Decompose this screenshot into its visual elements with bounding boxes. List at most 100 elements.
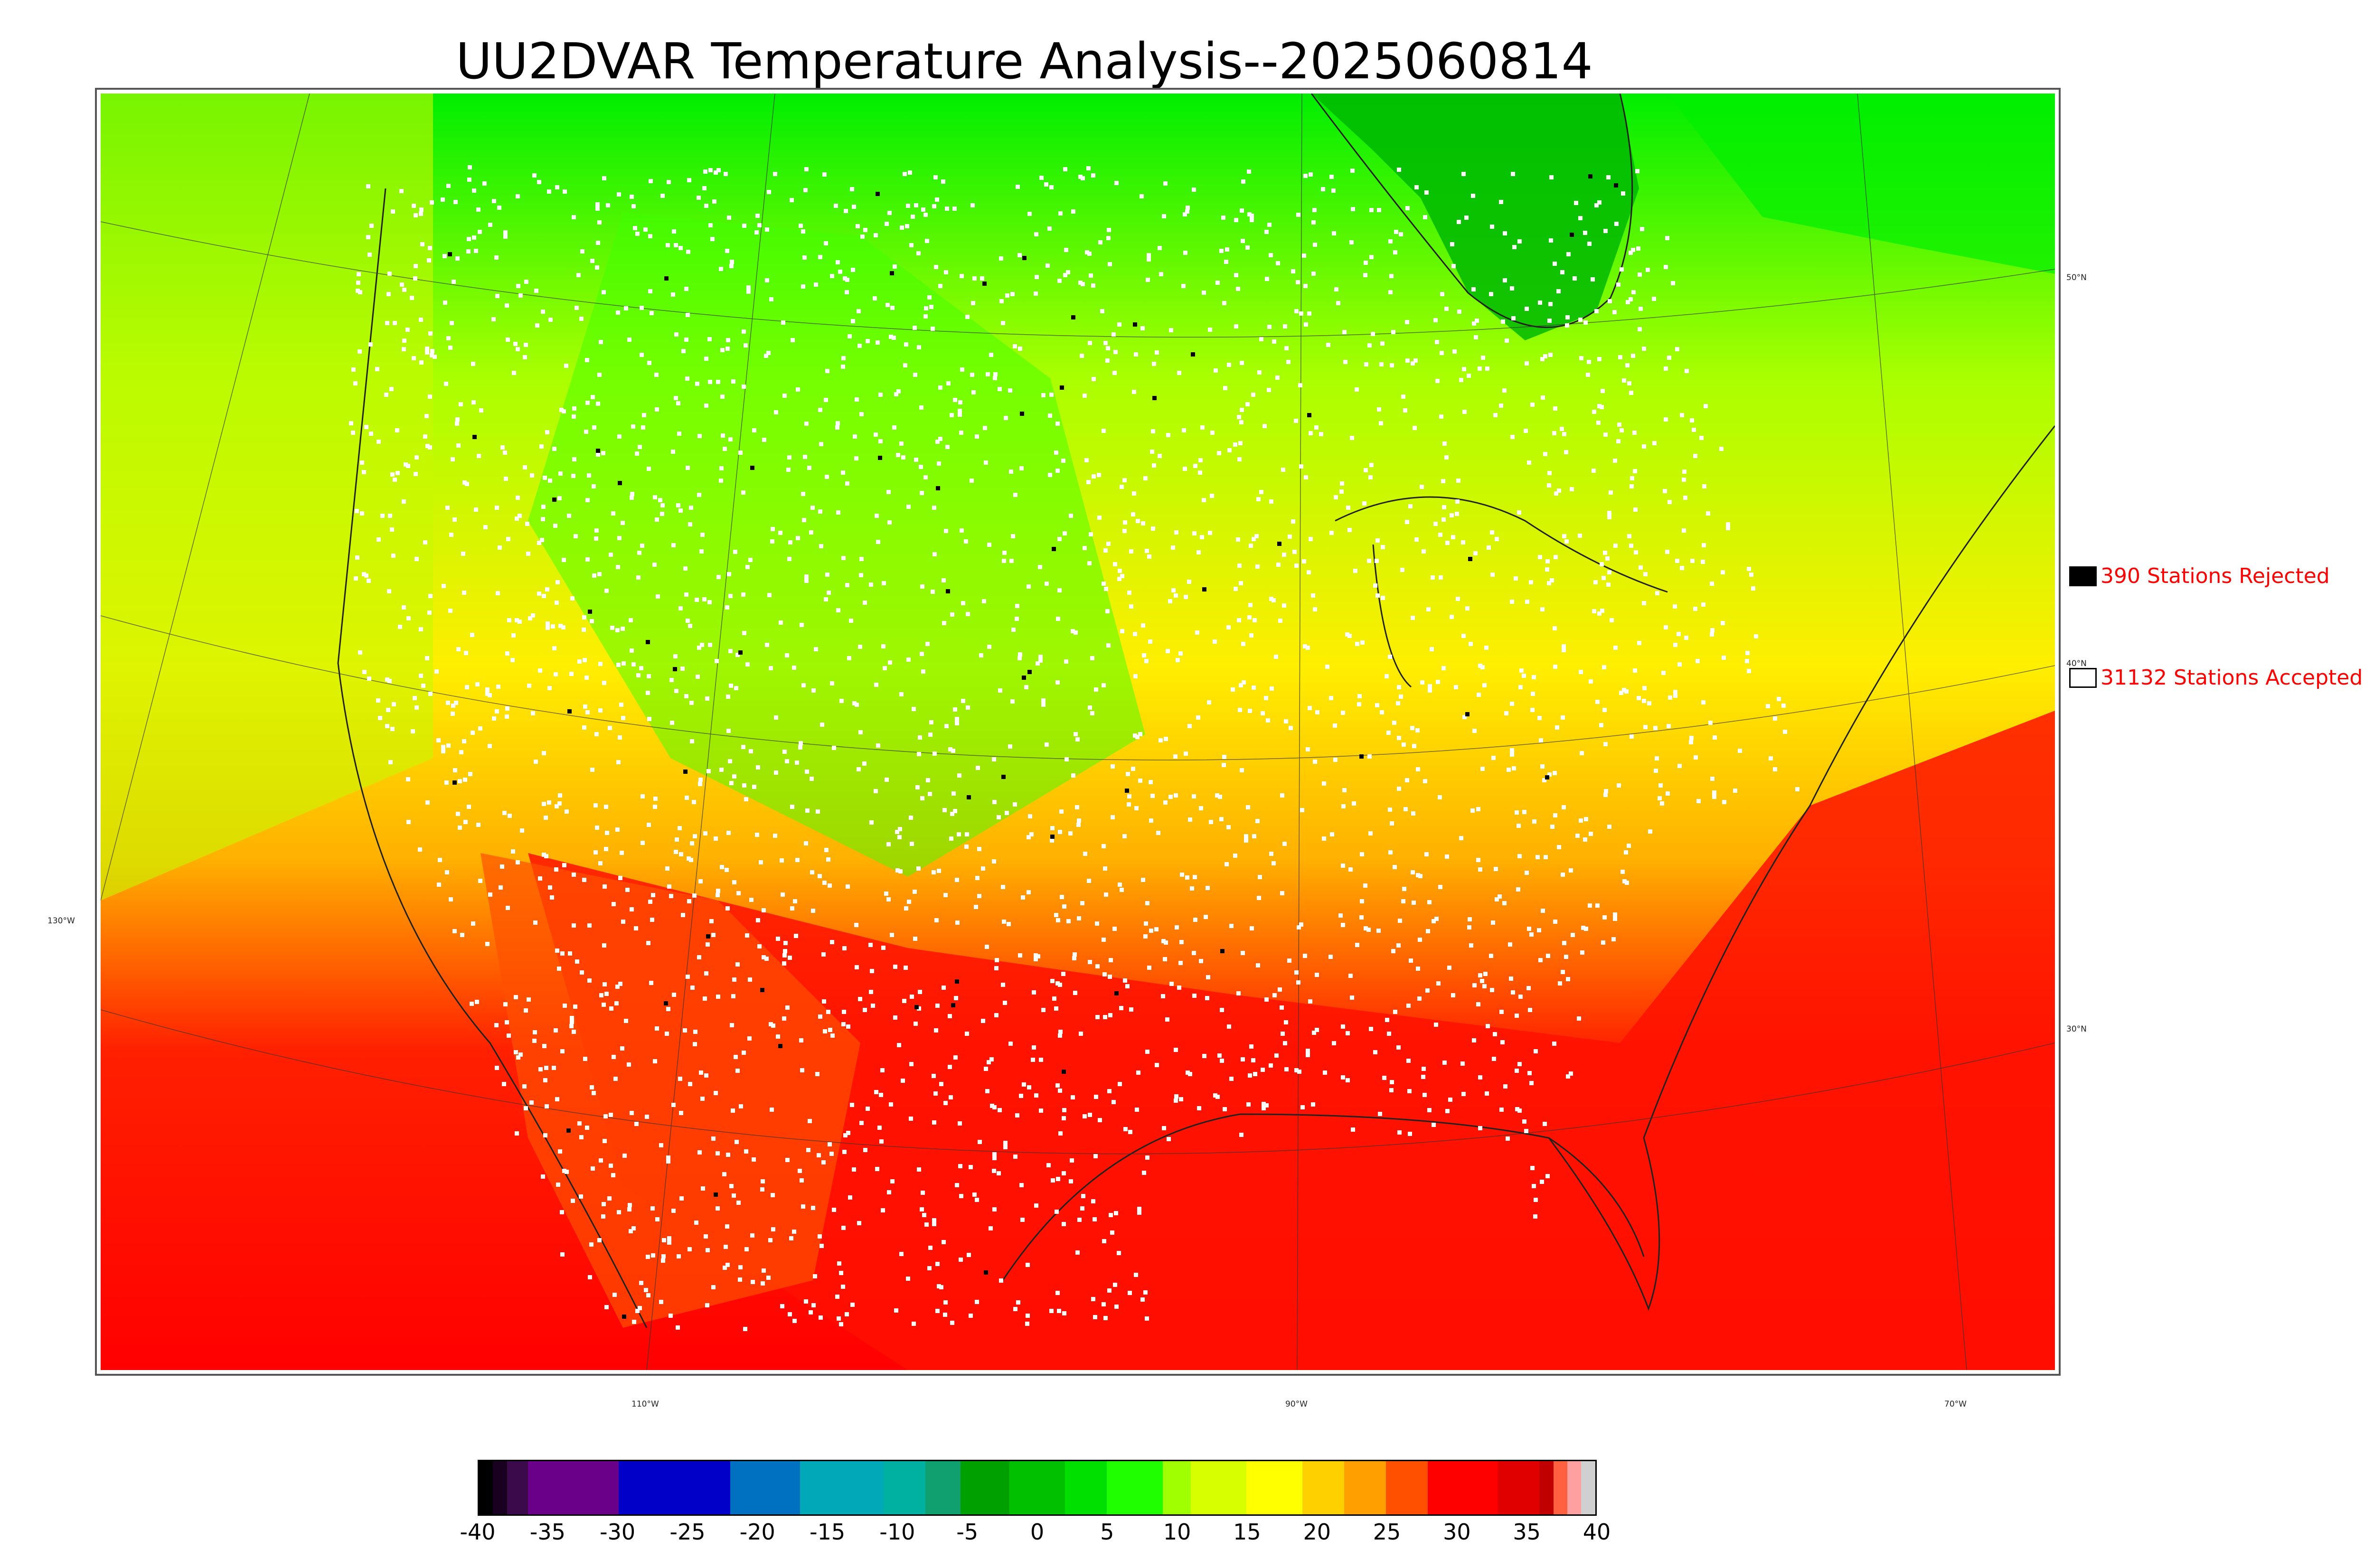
station-accepted-marker (1548, 302, 1553, 306)
station-accepted-marker (1597, 357, 1602, 361)
station-accepted-marker (1062, 1108, 1066, 1112)
station-accepted-marker (590, 619, 594, 623)
station-accepted-marker (1664, 625, 1668, 629)
station-accepted-marker (534, 760, 538, 764)
station-accepted-marker (1402, 887, 1406, 891)
station-accepted-marker (932, 1222, 936, 1226)
station-accepted-marker (1182, 428, 1186, 432)
station-accepted-marker (1272, 861, 1276, 865)
station-accepted-marker (970, 373, 974, 377)
station-accepted-marker (741, 592, 745, 597)
station-accepted-marker (572, 1030, 576, 1034)
station-accepted-marker (765, 643, 769, 647)
station-accepted-marker (989, 1226, 993, 1230)
station-accepted-marker (1064, 659, 1068, 664)
station-accepted-marker (1664, 417, 1668, 422)
station-accepted-marker (744, 1149, 748, 1154)
station-accepted-marker (1267, 388, 1271, 392)
station-accepted-marker (1192, 531, 1196, 535)
station-accepted-marker (1071, 1095, 1075, 1099)
station-accepted-marker (1062, 1311, 1066, 1315)
station-accepted-marker (1294, 1068, 1299, 1072)
station-accepted-marker (792, 666, 796, 670)
station-accepted-marker (455, 422, 459, 426)
station-accepted-marker (636, 673, 641, 677)
station-accepted-marker (1478, 1126, 1482, 1130)
station-accepted-marker (818, 255, 822, 259)
station-accepted-marker (628, 1203, 632, 1207)
station-accepted-marker (505, 651, 509, 656)
station-accepted-marker (860, 235, 865, 239)
station-accepted-marker (1225, 247, 1229, 252)
station-accepted-marker (1103, 1316, 1108, 1320)
station-accepted-marker (1147, 554, 1151, 559)
station-accepted-marker (1088, 705, 1092, 710)
station-accepted-marker (1078, 175, 1083, 179)
station-accepted-marker (1112, 1100, 1116, 1104)
colorbar-tick-label: -5 (956, 1519, 979, 1545)
station-accepted-marker (765, 278, 769, 282)
station-accepted-marker (804, 1299, 808, 1304)
station-accepted-marker (471, 731, 475, 735)
station-accepted-marker (854, 923, 858, 927)
station-accepted-marker (1385, 1018, 1389, 1022)
station-accepted-marker (1391, 949, 1395, 953)
station-accepted-marker (594, 850, 598, 854)
hudson-bay-coast (1310, 94, 1633, 328)
station-accepted-marker (1039, 1058, 1043, 1062)
station-accepted-marker (857, 344, 862, 348)
station-accepted-marker (615, 985, 620, 989)
station-accepted-marker (852, 1167, 856, 1172)
station-accepted-marker (518, 620, 522, 624)
station-accepted-marker (1061, 972, 1065, 976)
station-accepted-marker (1250, 926, 1254, 930)
station-accepted-marker (570, 1020, 574, 1024)
station-accepted-marker (1773, 716, 1777, 721)
station-accepted-marker (1018, 953, 1022, 958)
station-accepted-marker (1495, 897, 1499, 901)
station-accepted-marker (1457, 310, 1461, 314)
station-accepted-marker (1451, 535, 1455, 539)
station-accepted-marker (728, 437, 733, 441)
station-accepted-marker (1579, 356, 1583, 360)
station-accepted-marker (1269, 253, 1273, 257)
station-accepted-marker (1002, 551, 1007, 555)
station-accepted-marker (1524, 429, 1528, 433)
station-accepted-marker (476, 823, 480, 827)
station-rejected-marker (706, 934, 710, 939)
station-accepted-marker (550, 895, 554, 900)
station-accepted-marker (992, 1105, 997, 1109)
station-accepted-marker (1589, 679, 1593, 684)
station-accepted-marker (1186, 1070, 1190, 1075)
station-accepted-marker (1088, 1113, 1092, 1117)
station-accepted-marker (436, 738, 441, 742)
station-accepted-marker (1051, 1178, 1055, 1183)
station-accepted-marker (612, 1055, 616, 1059)
station-accepted-marker (1702, 484, 1706, 488)
colorbar-segment (730, 1461, 800, 1514)
station-accepted-marker (850, 1303, 855, 1307)
station-accepted-marker (958, 1164, 962, 1168)
station-accepted-marker (1346, 1078, 1350, 1082)
station-accepted-marker (1200, 425, 1205, 430)
station-accepted-marker (961, 699, 965, 703)
station-accepted-marker (1312, 208, 1317, 212)
station-accepted-marker (1719, 447, 1724, 451)
station-accepted-marker (828, 883, 832, 888)
station-accepted-marker (1345, 632, 1349, 637)
station-accepted-marker (1357, 702, 1361, 706)
station-accepted-marker (1547, 772, 1552, 777)
station-accepted-marker (1262, 1102, 1266, 1106)
station-accepted-marker (1603, 742, 1608, 746)
station-accepted-marker (654, 373, 659, 377)
station-accepted-marker (1448, 1098, 1452, 1102)
station-accepted-marker (1329, 175, 1334, 179)
station-accepted-marker (1517, 510, 1521, 515)
station-accepted-marker (824, 848, 829, 852)
station-accepted-marker (834, 204, 838, 208)
station-accepted-marker (726, 831, 731, 835)
station-accepted-marker (845, 481, 849, 486)
temperature-map[interactable] (101, 94, 2055, 1370)
station-accepted-marker (1062, 1171, 1066, 1175)
station-accepted-marker (1444, 307, 1449, 311)
